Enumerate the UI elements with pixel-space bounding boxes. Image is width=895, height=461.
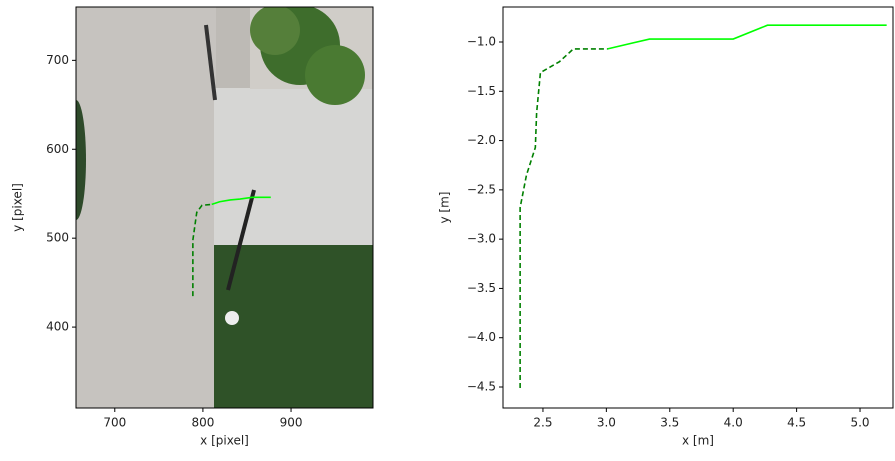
y-tick-label: 500 — [46, 231, 69, 245]
trajectory-line — [607, 24, 887, 50]
y-tick-label: −2.5 — [467, 182, 496, 196]
background-photo — [76, 7, 373, 408]
trajectory-line — [519, 48, 608, 388]
trajectory-line — [211, 196, 271, 206]
y-axis-label: y [pixel] — [11, 183, 25, 232]
x-tick-label: 900 — [280, 416, 303, 430]
y-tick-label: −1.5 — [467, 84, 496, 98]
x-tick-label: 4.5 — [787, 416, 806, 430]
y-tick-label: −4.5 — [467, 380, 496, 394]
y-tick-label: −4.0 — [467, 330, 496, 344]
x-tick-label: 700 — [103, 416, 126, 430]
x-tick-label: 800 — [191, 416, 214, 430]
x-tick-label: 5.0 — [850, 416, 869, 430]
axes-frame — [502, 6, 894, 409]
y-tick-label: 400 — [46, 320, 69, 334]
x-tick-label: 3.0 — [597, 416, 616, 430]
image-panel: 700 800 900 400 500 600 700 x [pixel] y [pixel] — [11, 6, 374, 448]
y-tick-label: −2.0 — [467, 133, 496, 147]
y-tick-label: −3.5 — [467, 281, 496, 295]
y-tick-label: −3.0 — [467, 232, 496, 246]
line-panel: 2.5 3.0 3.5 4.0 4.5 5.0 −1.0 −1.5 −2.0 −2.5 −3.0 −3… — [438, 6, 894, 448]
x-axis-label: x [pixel] — [200, 434, 249, 448]
axes-frame — [75, 6, 374, 409]
y-tick-label: −1.0 — [467, 34, 496, 48]
y-axis-label: y [m] — [438, 192, 452, 224]
trajectory-line — [192, 203, 212, 297]
x-tick-label: 3.5 — [660, 416, 679, 430]
y-tick-label: 700 — [46, 53, 69, 67]
x-axis-label: x [m] — [682, 434, 714, 448]
y-tick-label: 600 — [46, 142, 69, 156]
x-tick-label: 2.5 — [533, 416, 552, 430]
x-tick-label: 4.0 — [724, 416, 743, 430]
